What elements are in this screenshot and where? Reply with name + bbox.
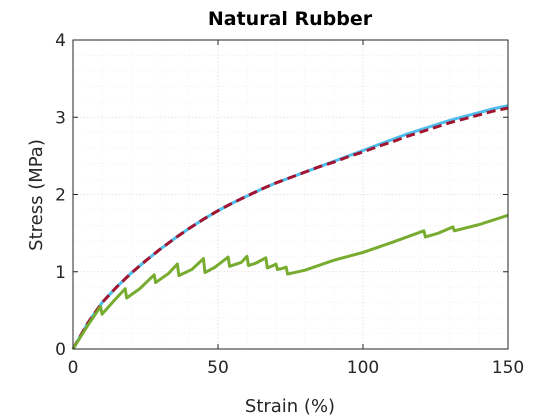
y-tick-label: 2 <box>55 186 66 206</box>
series-line-3 <box>71 213 509 350</box>
y-tick-label: 1 <box>55 263 66 283</box>
y-tick-label: 0 <box>55 340 66 360</box>
x-tick-label: 0 <box>68 358 79 378</box>
x-axis-label: Strain (%) <box>245 396 335 417</box>
series-layer <box>71 104 509 350</box>
x-tick-label: 50 <box>207 358 229 378</box>
x-tick-label: 100 <box>347 358 379 378</box>
grid <box>72 39 509 350</box>
y-axis-label: Stress (MPa) <box>26 139 47 251</box>
series-line-1 <box>71 104 509 350</box>
y-tick-label: 3 <box>55 108 66 128</box>
series-line-2 <box>71 106 509 350</box>
tick-labels: 0 50 100 150 0 1 2 3 4 <box>55 31 524 378</box>
axes <box>72 39 509 350</box>
y-tick-label: 4 <box>55 31 66 51</box>
chart-title: Natural Rubber <box>208 8 373 30</box>
x-tick-label: 150 <box>492 358 524 378</box>
